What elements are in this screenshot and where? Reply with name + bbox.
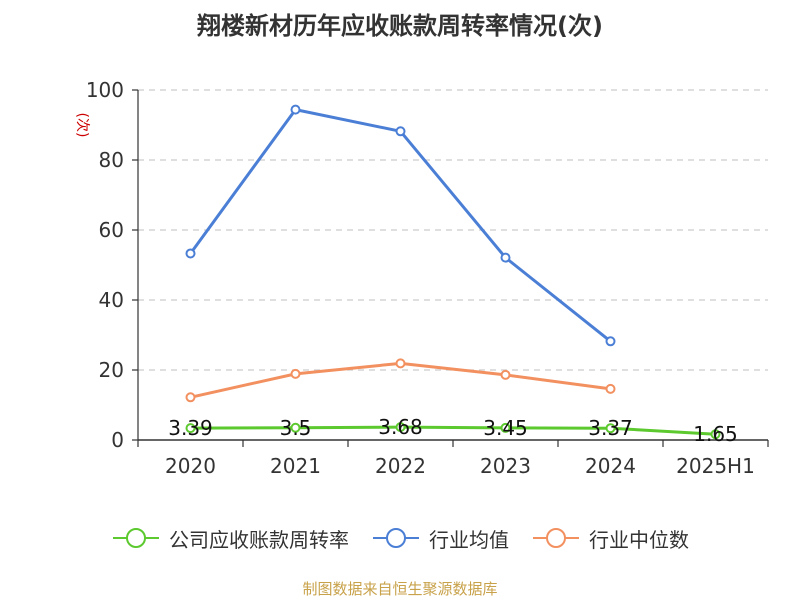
data-label: 1.65	[693, 422, 738, 446]
data-point	[395, 358, 406, 369]
series-line-1	[189, 108, 612, 343]
data-label: 3.39	[168, 416, 213, 440]
x-tick-label: 2022	[375, 454, 426, 478]
legend-swatch	[533, 528, 579, 548]
y-tick-label: 80	[99, 148, 124, 172]
y-tick-label: 40	[99, 288, 124, 312]
data-point	[185, 248, 196, 259]
legend-label: 行业中位数	[589, 527, 689, 552]
data-point	[290, 368, 301, 379]
legend: 公司应收账款周转率 行业均值 行业中位数	[0, 518, 800, 558]
x-tick-label: 2024	[585, 454, 636, 478]
data-point	[500, 422, 511, 433]
legend-item[interactable]: 行业中位数	[531, 524, 689, 553]
data-label: 3.37	[588, 416, 633, 440]
data-point	[290, 422, 301, 433]
data-point	[395, 126, 406, 137]
y-tick-label: 60	[99, 218, 124, 242]
y-axis-label: (次)	[74, 113, 90, 138]
data-point	[500, 252, 511, 263]
data-label: 3.5	[280, 416, 312, 440]
y-tick-label: 20	[99, 358, 124, 382]
y-tick-label: 0	[111, 428, 124, 452]
legend-label: 行业均值	[429, 527, 509, 552]
data-label: 3.45	[483, 416, 528, 440]
y-tick-label: 100	[86, 78, 124, 102]
data-point	[605, 423, 616, 434]
data-point	[395, 422, 406, 433]
data-label: 3.68	[378, 415, 423, 439]
legend-item[interactable]: 公司应收账款周转率	[111, 524, 349, 553]
chart-title: 翔楼新材历年应收账款周转率情况(次)	[197, 12, 603, 40]
x-tick-label: 2020	[165, 454, 216, 478]
series-line-0	[190, 425, 716, 436]
legend-label: 公司应收账款周转率	[169, 527, 349, 552]
data-point	[185, 392, 196, 403]
x-tick-label: 2021	[270, 454, 321, 478]
series-line-2	[190, 361, 611, 399]
x-tick-label: 2025H1	[676, 454, 755, 478]
x-tick-label: 2023	[480, 454, 531, 478]
source-note: 制图数据来自恒生聚源数据库	[302, 580, 498, 598]
data-point	[290, 104, 301, 115]
data-point	[500, 369, 511, 380]
data-point	[185, 423, 196, 434]
data-point	[605, 383, 616, 394]
legend-swatch	[113, 528, 159, 548]
legend-swatch	[373, 528, 419, 548]
data-point	[710, 429, 721, 440]
data-point	[605, 336, 616, 347]
legend-item[interactable]: 行业均值	[371, 524, 509, 553]
